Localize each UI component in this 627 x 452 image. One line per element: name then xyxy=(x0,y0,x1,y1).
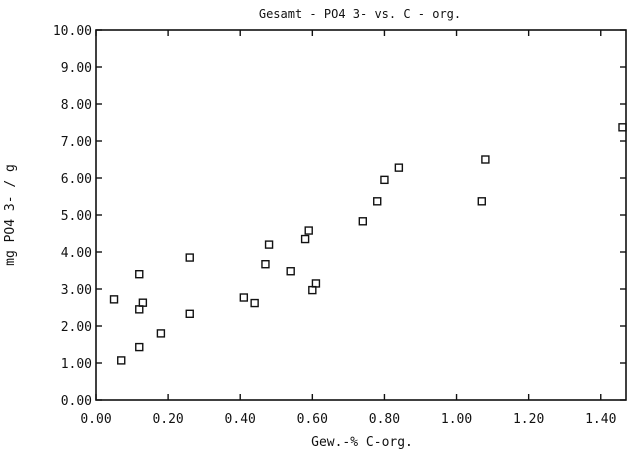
x-tick-label: 1.00 xyxy=(441,412,472,427)
data-point xyxy=(239,293,249,302)
y-tick-label: 7.00 xyxy=(61,135,92,150)
y-tick-label: 2.00 xyxy=(61,320,92,335)
x-tick-label: 0.40 xyxy=(225,412,256,427)
y-tick-label: 9.00 xyxy=(61,61,92,76)
data-point xyxy=(373,197,382,206)
data-point xyxy=(286,267,295,276)
data-point xyxy=(308,285,317,295)
data-point xyxy=(117,356,126,365)
x-tick-label: 0.20 xyxy=(152,412,183,427)
y-tick-label: 8.00 xyxy=(61,98,92,113)
plot-frame xyxy=(95,29,627,401)
data-point xyxy=(394,163,404,172)
data-point xyxy=(250,298,259,308)
data-point xyxy=(261,260,270,269)
data-point xyxy=(304,226,313,235)
y-axis: 0.00 1.00 2.00 3.00 4.00 5.00 6.00 7.00 8.00 9.00… xyxy=(53,24,626,409)
data-point xyxy=(138,298,148,307)
x-axis-title: Gew.-% C-org. xyxy=(311,435,413,450)
data-points xyxy=(109,123,627,365)
x-axis: 0.00 0.20 0.40 0.60 0.80 1.00 1.20 1.40 xyxy=(80,30,616,427)
x-tick-label: 0.60 xyxy=(297,412,328,427)
data-point xyxy=(380,175,389,185)
data-point xyxy=(185,253,194,262)
data-point xyxy=(185,309,194,318)
data-point xyxy=(481,155,490,164)
data-point xyxy=(618,123,627,132)
y-axis-title: mg PO4 3- / g xyxy=(3,164,18,266)
x-tick-label: 1.40 xyxy=(585,412,616,427)
data-point xyxy=(264,240,274,249)
y-tick-label: 4.00 xyxy=(61,246,92,261)
x-tick-label: 0.80 xyxy=(369,412,400,427)
data-point xyxy=(135,270,144,279)
data-point xyxy=(358,217,368,226)
y-tick-label: 3.00 xyxy=(61,283,92,298)
y-tick-label: 5.00 xyxy=(61,209,92,224)
x-tick-label: 1.20 xyxy=(513,412,544,427)
data-point xyxy=(109,295,119,304)
data-point xyxy=(311,279,321,288)
y-tick-label: 1.00 xyxy=(61,357,92,372)
y-tick-label: 6.00 xyxy=(61,172,92,187)
chart-title: Gesamt - PO4 3- vs. C - org. xyxy=(259,7,461,21)
data-point xyxy=(135,342,144,352)
data-point xyxy=(156,329,166,338)
data-point xyxy=(477,197,486,206)
x-tick-label: 0.00 xyxy=(80,412,111,427)
y-tick-label: 10.00 xyxy=(53,24,92,39)
y-tick-label: 0.00 xyxy=(61,394,92,409)
data-point xyxy=(300,234,310,244)
data-point xyxy=(135,305,144,314)
